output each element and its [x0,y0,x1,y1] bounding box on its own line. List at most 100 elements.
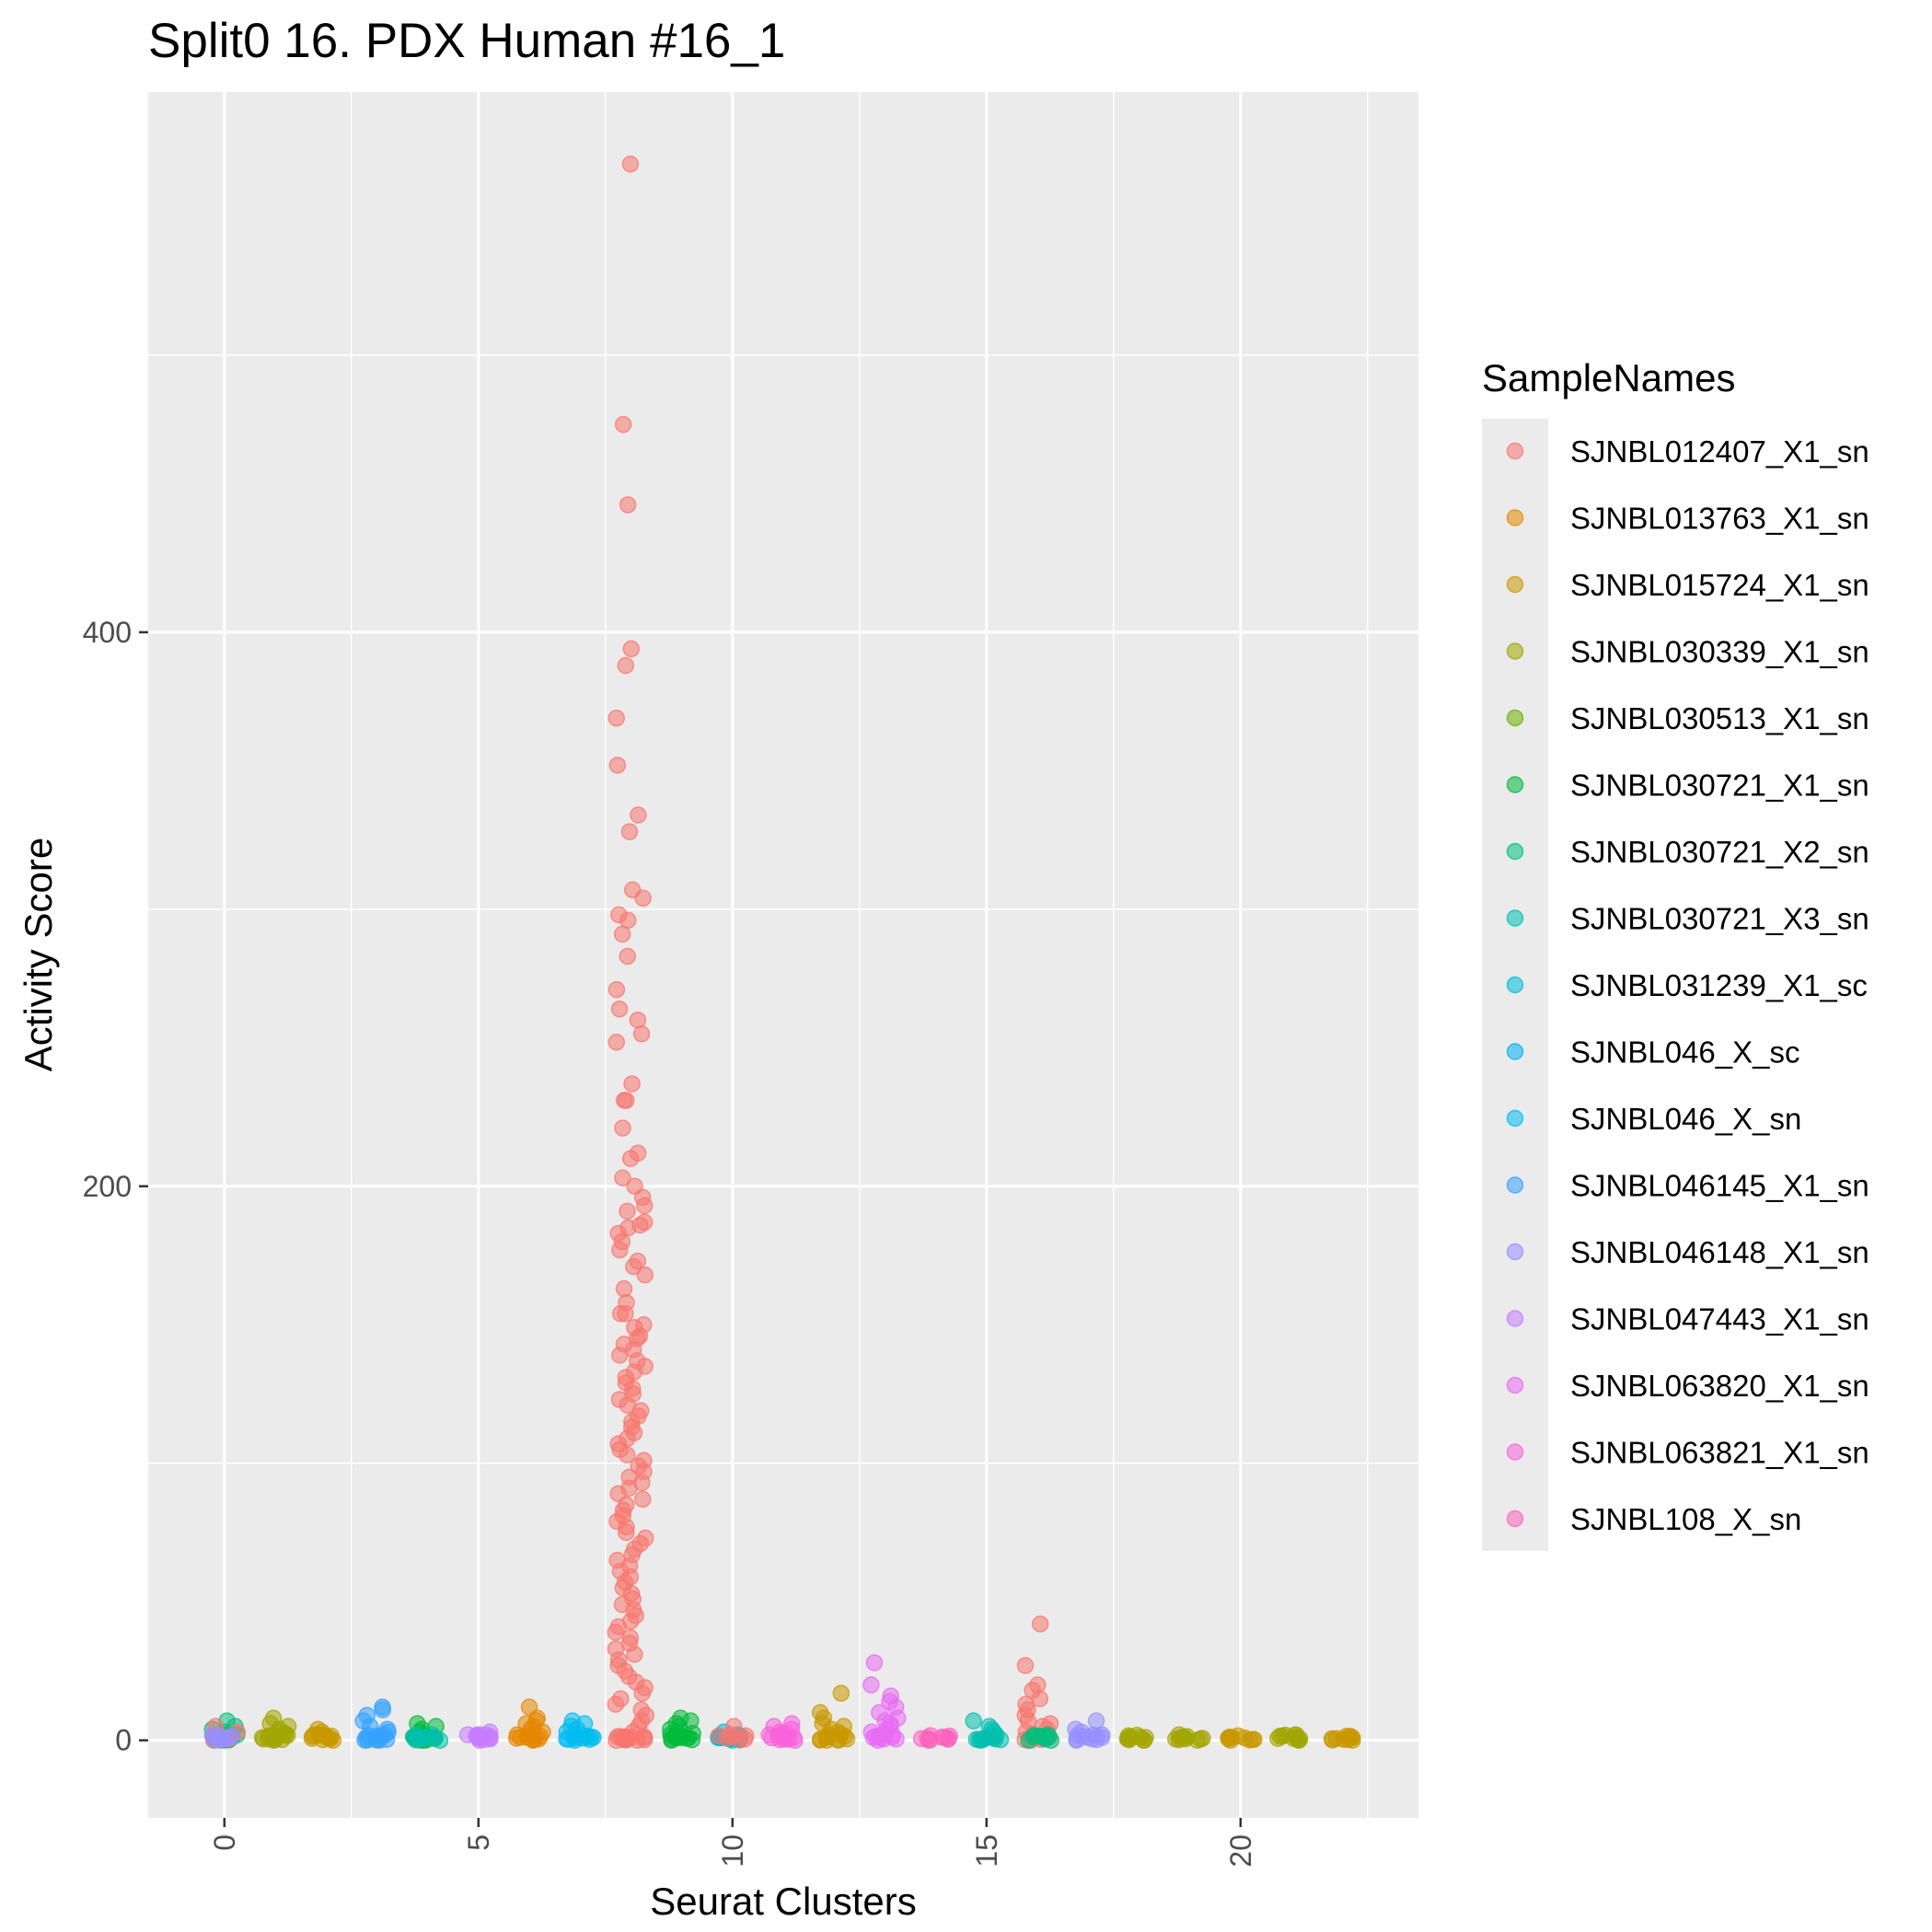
cluster-8-points [607,156,655,1749]
legend-key [1506,1443,1524,1461]
data-point [607,980,626,999]
data-point [623,1075,641,1093]
data-point [374,1698,391,1716]
data-point [635,1197,654,1215]
y-axis-title: Activity Score [17,838,60,1071]
major-gridlines [148,92,1418,1818]
legend-label: SJNBL030721_X2_sn [1570,835,1869,869]
data-point [811,1704,829,1721]
legend-label: SJNBL030339_X1_sn [1570,635,1869,669]
data-point [223,1728,241,1746]
cluster-17-points [1067,1712,1111,1749]
data-point [634,1490,652,1509]
data-point [1342,1729,1359,1747]
cluster-14-points [912,1727,958,1749]
legend-item: SJNBL046_X_sc [1506,1035,1799,1070]
legend-items: SJNBL012407_X1_sn SJNBL013763_X1_sn SJNBL0… [1506,434,1869,1536]
data-point [1042,1731,1060,1749]
legend-item: SJNBL013763_X1_sn [1506,502,1869,536]
data-point [832,1684,850,1702]
y-axis: 0 200 400 [83,616,148,1757]
data-point [1079,1729,1096,1746]
data-point [862,1676,880,1694]
data-point [620,823,639,840]
data-point [991,1730,1010,1749]
data-point [630,806,647,824]
data-point [635,1730,654,1749]
data-point [622,640,640,658]
legend-item: SJNBL030513_X1_sn [1506,701,1869,735]
data-point [965,1712,982,1730]
data-point [367,1731,386,1749]
legend-label: SJNBL063821_X1_sn [1570,1436,1869,1470]
legend-item: SJNBL047443_X1_sn [1506,1302,1869,1336]
legend-key [1506,1310,1524,1327]
data-point [617,656,635,675]
data-point [520,1698,538,1716]
legend-key [1506,509,1524,526]
legend-label: SJNBL012407_X1_sn [1570,434,1869,469]
data-point [316,1727,334,1744]
data-point [358,1706,376,1724]
plot-panel [148,92,1418,1818]
legend-title: SampleNames [1482,356,1735,399]
cluster-2-points [303,1720,342,1749]
data-point [264,1709,283,1727]
legend-item: SJNBL108_X_sn [1506,1502,1801,1536]
legend-label: SJNBL046148_X1_sn [1570,1235,1869,1269]
data-point [1285,1730,1302,1747]
legend-label: SJNBL031239_X1_sc [1570,968,1868,1002]
data-point [626,1646,643,1663]
legend-label: SJNBL046_X_sc [1570,1035,1799,1070]
data-point [563,1712,582,1730]
data-point [1191,1730,1209,1748]
data-point [778,1730,796,1748]
data-point [619,1202,636,1221]
data-point [828,1730,846,1749]
legend-item: SJNBL031239_X1_sc [1506,968,1868,1002]
legend-item: SJNBL046148_X1_sn [1506,1235,1869,1269]
x-tick-label: 0 [208,1834,241,1851]
y-tick-label: 200 [83,1170,132,1203]
legend-key [1506,709,1524,727]
y-tick-label: 0 [115,1724,132,1757]
data-point [919,1730,936,1747]
data-point [470,1726,489,1744]
x-tick-label: 5 [462,1834,495,1851]
cluster-11-points [760,1715,804,1749]
data-point [618,1523,635,1542]
data-point [1029,1676,1047,1694]
legend-label: SJNBL030721_X3_sn [1570,902,1869,936]
data-point [611,1241,629,1259]
data-point [608,757,627,774]
data-point [936,1729,954,1746]
data-point [629,1011,647,1029]
legend-key [1506,842,1524,861]
data-point [636,1266,654,1284]
data-point [718,1730,735,1747]
data-point [607,709,626,727]
data-point [615,1279,633,1298]
cluster-7-points [558,1712,602,1749]
data-point [672,1709,689,1727]
cluster-22-points [1323,1728,1361,1749]
data-point [882,1687,899,1705]
legend-item: SJNBL012407_X1_sn [1506,434,1869,469]
data-point [634,889,652,908]
data-point [611,1304,630,1323]
legend-key [1506,642,1524,660]
cluster-4-points [405,1726,449,1749]
x-axis-title: Seurat Clusters [650,1880,916,1923]
cluster-5-points [458,1723,499,1749]
cluster-12-points [811,1684,856,1749]
legend-item: SJNBL046_X_sn [1506,1102,1801,1136]
x-axis: 0 5 10 15 20 [208,1818,1257,1868]
data-point [865,1654,884,1672]
data-point [607,1624,625,1641]
data-point [607,1034,626,1051]
data-point [1323,1730,1341,1748]
data-point [619,496,637,514]
legend-key [1506,909,1524,927]
data-point [613,925,631,943]
legend-item: SJNBL063821_X1_sn [1506,1436,1869,1470]
